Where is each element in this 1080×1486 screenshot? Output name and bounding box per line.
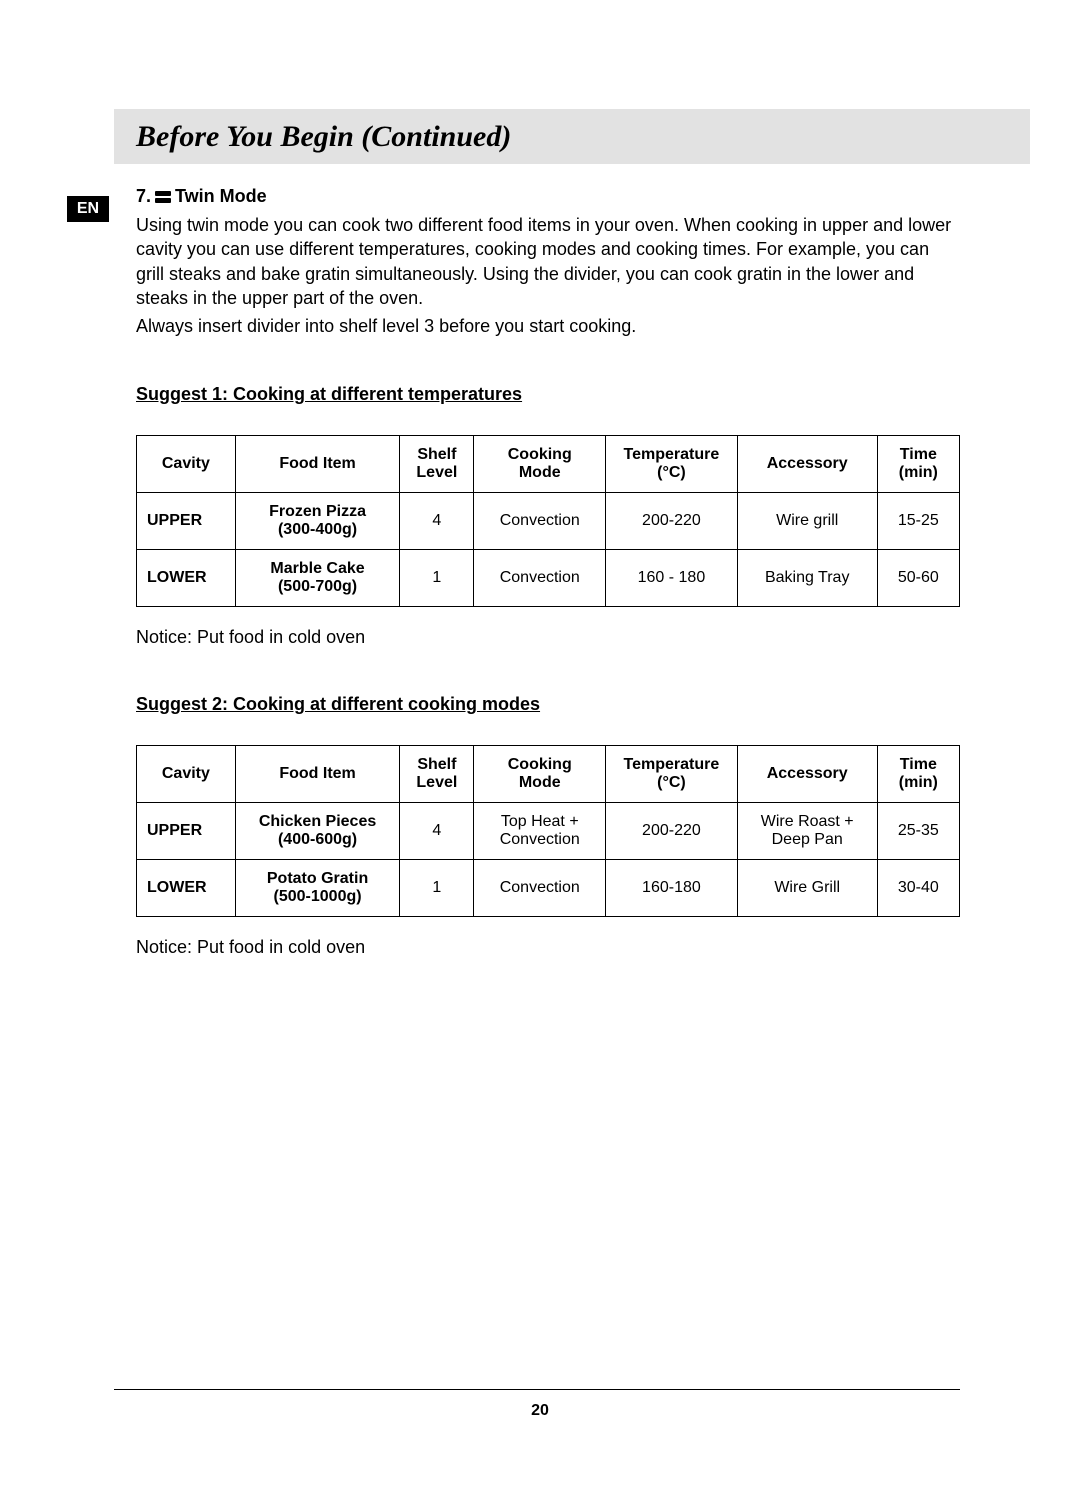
twin-mode-icon (155, 191, 171, 203)
cell-shelf: 1 (400, 550, 474, 607)
col-shelf: ShelfLevel (400, 746, 474, 803)
col-shelf: ShelfLevel (400, 436, 474, 493)
cell-shelf: 4 (400, 493, 474, 550)
section-number: 7. (136, 186, 151, 207)
footer-rule (114, 1389, 960, 1390)
col-acc: Accessory (737, 746, 877, 803)
table-row: LOWER Marble Cake(500-700g) 1 Convection… (137, 550, 960, 607)
intro-paragraph-1: Using twin mode you can cook two differe… (136, 213, 960, 310)
main-content: 7. Twin Mode Using twin mode you can coo… (136, 186, 960, 958)
cell-mode: Top Heat + Convection (474, 803, 606, 860)
cell-cavity: UPPER (137, 803, 236, 860)
col-time: Time(min) (877, 746, 959, 803)
intro-paragraph-2: Always insert divider into shelf level 3… (136, 314, 960, 338)
suggest1-heading: Suggest 1: Cooking at different temperat… (136, 384, 960, 405)
col-food: Food Item (235, 436, 400, 493)
cell-time: 50-60 (877, 550, 959, 607)
table-row: UPPER Frozen Pizza(300-400g) 4 Convectio… (137, 493, 960, 550)
col-acc: Accessory (737, 436, 877, 493)
section-heading: 7. Twin Mode (136, 186, 960, 207)
suggest1-table: Cavity Food Item ShelfLevel CookingMode … (136, 435, 960, 607)
cell-time: 25-35 (877, 803, 959, 860)
col-cavity: Cavity (137, 746, 236, 803)
cell-cavity: LOWER (137, 860, 236, 917)
col-cavity: Cavity (137, 436, 236, 493)
page-title: Before You Begin (Continued) (136, 120, 511, 154)
cell-time: 15-25 (877, 493, 959, 550)
cell-shelf: 4 (400, 803, 474, 860)
language-badge: EN (67, 196, 109, 222)
cell-food: Frozen Pizza(300-400g) (235, 493, 400, 550)
header-band: Before You Begin (Continued) (114, 109, 1030, 164)
suggest2-heading: Suggest 2: Cooking at different cooking … (136, 694, 960, 715)
cell-mode: Convection (474, 550, 606, 607)
cell-temp: 160-180 (606, 860, 738, 917)
table-header-row: Cavity Food Item ShelfLevel CookingMode … (137, 746, 960, 803)
cell-cavity: LOWER (137, 550, 236, 607)
cell-time: 30-40 (877, 860, 959, 917)
section-title: Twin Mode (175, 186, 267, 207)
cell-shelf: 1 (400, 860, 474, 917)
cell-temp: 200-220 (606, 493, 738, 550)
cell-cavity: UPPER (137, 493, 236, 550)
suggest1-notice: Notice: Put food in cold oven (136, 627, 960, 648)
cell-temp: 200-220 (606, 803, 738, 860)
table-row: UPPER Chicken Pieces(400-600g) 4 Top Hea… (137, 803, 960, 860)
col-temp: Temperature(°C) (606, 436, 738, 493)
cell-food: Potato Gratin(500-1000g) (235, 860, 400, 917)
cell-food: Marble Cake(500-700g) (235, 550, 400, 607)
page-number: 20 (0, 1402, 1080, 1420)
cell-mode: Convection (474, 493, 606, 550)
cell-acc: Wire Roast + Deep Pan (737, 803, 877, 860)
cell-food: Chicken Pieces(400-600g) (235, 803, 400, 860)
cell-acc: Wire grill (737, 493, 877, 550)
col-mode: CookingMode (474, 436, 606, 493)
cell-temp: 160 - 180 (606, 550, 738, 607)
col-mode: CookingMode (474, 746, 606, 803)
col-time: Time(min) (877, 436, 959, 493)
suggest2-table: Cavity Food Item ShelfLevel CookingMode … (136, 745, 960, 917)
cell-acc: Baking Tray (737, 550, 877, 607)
suggest2-notice: Notice: Put food in cold oven (136, 937, 960, 958)
col-food: Food Item (235, 746, 400, 803)
cell-acc: Wire Grill (737, 860, 877, 917)
table-header-row: Cavity Food Item ShelfLevel CookingMode … (137, 436, 960, 493)
cell-mode: Convection (474, 860, 606, 917)
table-row: LOWER Potato Gratin(500-1000g) 1 Convect… (137, 860, 960, 917)
col-temp: Temperature(°C) (606, 746, 738, 803)
